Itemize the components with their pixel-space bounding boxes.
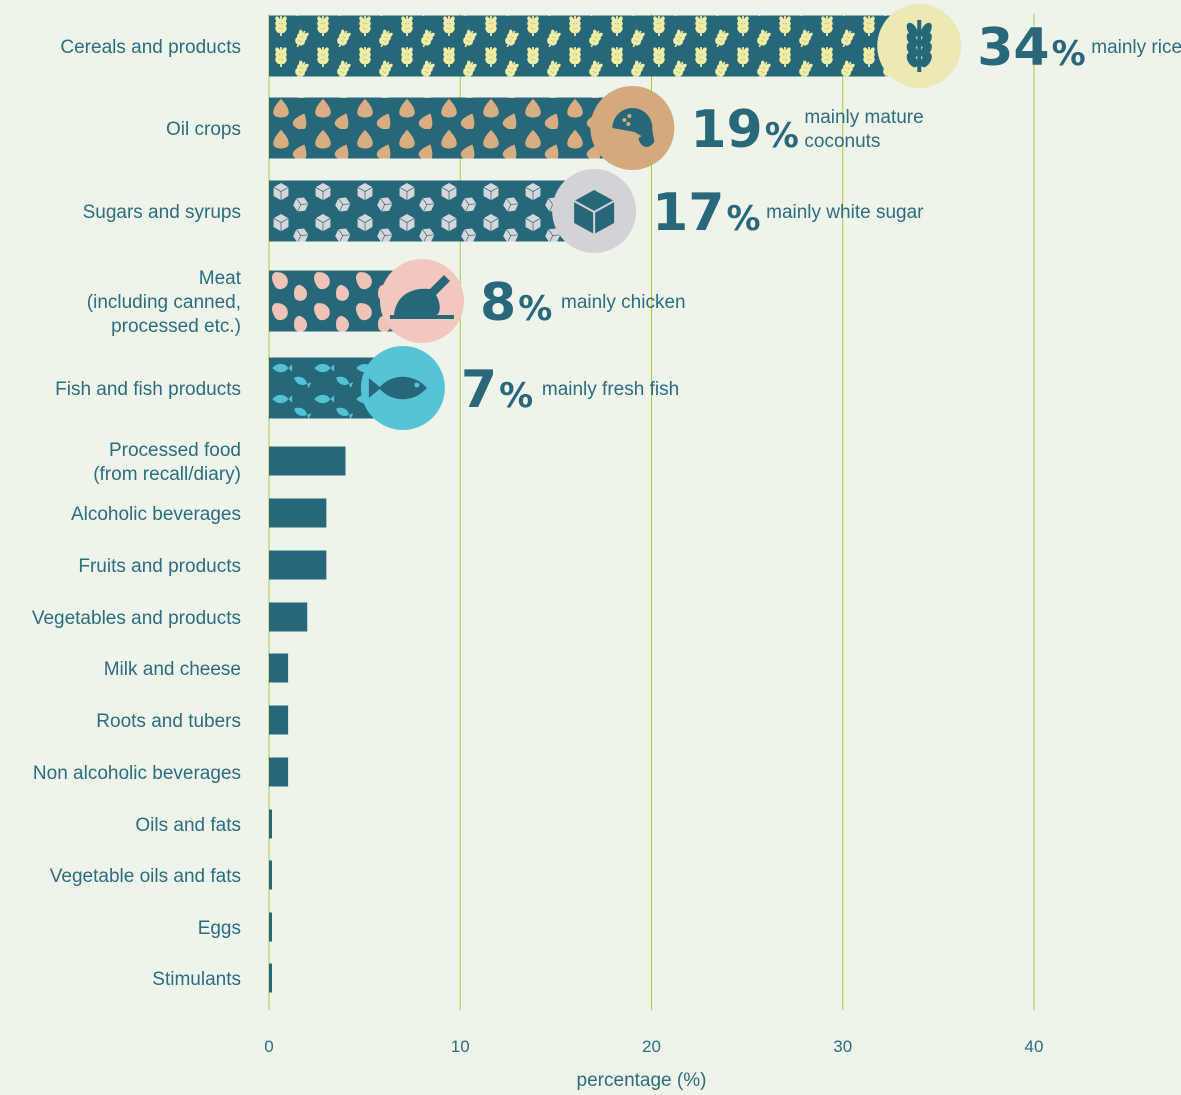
bar [269,705,289,735]
x-axis-title: percentage (%) [577,1070,707,1091]
category-label: Roots and tubers [96,711,241,732]
bars [269,15,920,993]
percent-label: 8% [480,273,552,333]
category-label: Meat [199,268,242,289]
wheat-icon [906,20,932,72]
category-label: (from recall/diary) [93,464,241,485]
note-label: mainly mature [804,107,923,128]
gridlines [268,14,1035,1010]
bar [269,446,346,476]
category-label: Stimulants [152,969,241,990]
percent-label: 19% [690,100,798,160]
category-label: Fruits and products [78,556,241,577]
category-label: Processed food [109,440,241,461]
bar [269,860,272,890]
category-label: Eggs [198,918,241,939]
bar [269,809,272,839]
bar [269,963,272,993]
chicken-icon [390,275,454,319]
note-label: mainly white sugar [766,202,924,223]
category-label: Milk and cheese [104,659,241,680]
percent-label: 17% [652,183,760,243]
category-label: processed etc.) [111,316,241,337]
note-label: coconuts [804,131,880,152]
category-label: Oil crops [166,119,241,140]
tick-label: 40 [1025,1037,1044,1056]
bar [269,498,327,528]
percent-label: 7% [461,360,533,420]
category-labels: Cereals and products Oil crops Sugars and … [32,37,242,990]
coconut-icon [612,108,655,147]
category-label: Vegetables and products [32,608,241,629]
sugar-cube-icon [573,190,615,234]
note-label: mainly fresh fish [542,379,679,400]
bar [269,912,272,942]
tick-label: 20 [642,1037,661,1056]
category-label: Cereals and products [60,37,241,58]
bar [269,602,308,632]
x-axis: 0 10 20 30 40 percentage (%) [264,1037,1043,1091]
category-label: Vegetable oils and fats [50,866,241,887]
category-label: Sugars and syrups [83,202,241,223]
fish-icon [368,376,427,400]
category-label: Non alcoholic beverages [33,763,241,784]
note-label: mainly chicken [561,292,686,313]
bar [269,757,289,787]
bar [269,97,633,159]
note-label: mainly rice [1091,37,1181,58]
category-label: Oils and fats [135,815,241,836]
bar [269,15,920,77]
category-label: Alcoholic beverages [71,504,241,525]
category-label: (including canned, [87,292,241,313]
bar [269,550,327,580]
tick-label: 10 [451,1037,470,1056]
highlight-badges: 34% mainly rice 19% mainly mature coconuts 17… [360,4,1181,430]
category-label: Fish and fish products [55,379,241,400]
tick-label: 0 [264,1037,273,1056]
bar [269,653,289,683]
tick-label: 30 [833,1037,852,1056]
bar [269,180,595,242]
percent-label: 34% [977,18,1085,78]
